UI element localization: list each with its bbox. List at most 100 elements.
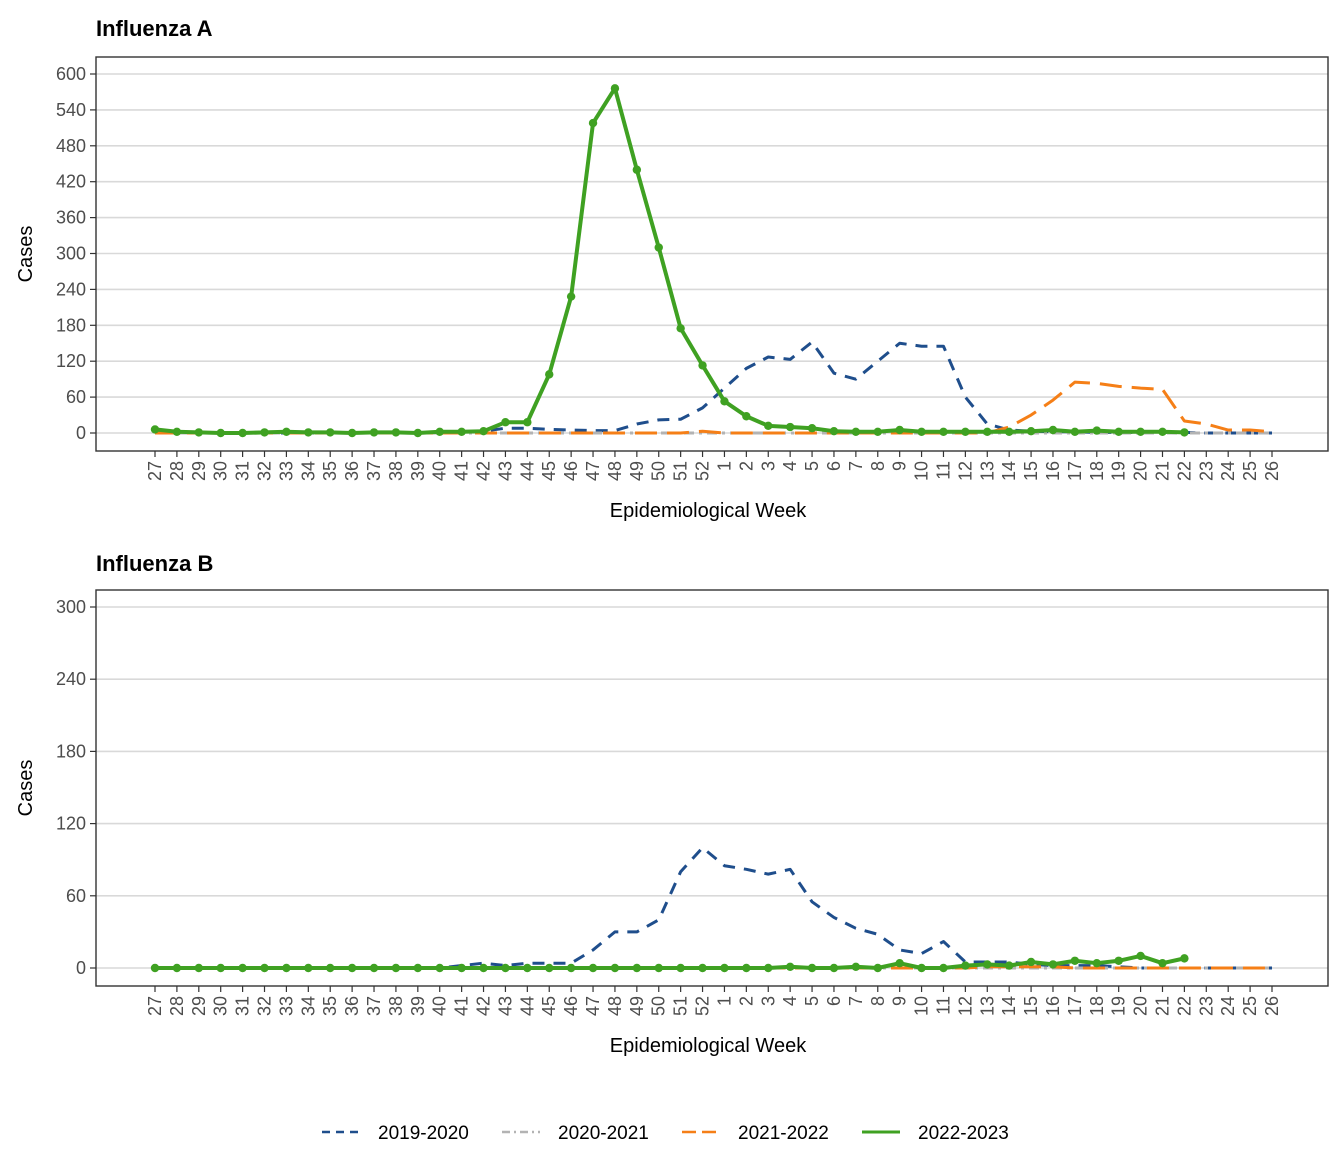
data-point	[632, 165, 642, 174]
y-tick-label: 240	[56, 279, 86, 299]
data-point	[566, 963, 576, 973]
data-point	[347, 963, 357, 973]
x-tick-label: 9	[890, 461, 910, 471]
data-point	[895, 958, 904, 968]
x-tick-label: 19	[1109, 996, 1129, 1016]
x-tick-label: 10	[912, 461, 932, 481]
x-tick-label: 14	[999, 996, 1019, 1016]
x-tick-label: 48	[605, 996, 625, 1016]
data-point	[457, 963, 466, 973]
y-axis-label: Cases	[15, 760, 37, 817]
y-tick-label: 300	[56, 244, 86, 264]
y-axis-label: Cases	[15, 226, 37, 283]
x-tick-label: 39	[408, 996, 428, 1016]
x-tick-label: 5	[802, 461, 822, 471]
legend-label: 2019-2020	[378, 1123, 469, 1144]
chart-title: Influenza A	[96, 16, 213, 41]
x-tick-label: 51	[671, 996, 691, 1016]
x-tick-label: 44	[517, 461, 537, 481]
legend-label: 2021-2022	[738, 1123, 829, 1144]
x-tick-label: 1	[714, 461, 734, 471]
x-tick-label: 32	[255, 461, 275, 481]
data-point	[457, 427, 466, 437]
x-tick-label: 13	[977, 996, 997, 1016]
data-point	[917, 427, 926, 437]
x-tick-label: 29	[189, 996, 209, 1016]
data-point	[917, 963, 926, 973]
data-point	[1114, 956, 1123, 965]
x-tick-label: 13	[977, 461, 997, 481]
x-tick-label: 3	[758, 461, 778, 471]
data-point	[1004, 961, 1014, 970]
data-point	[1136, 951, 1145, 961]
data-point	[807, 963, 817, 973]
x-tick-label: 27	[145, 996, 165, 1016]
series-line-2021-2022	[155, 380, 1273, 435]
data-point	[1158, 958, 1167, 968]
data-point	[304, 963, 313, 973]
x-tick-label: 52	[693, 996, 713, 1016]
data-point	[369, 963, 379, 973]
x-tick-label: 25	[1240, 996, 1260, 1016]
x-axis-label: Epidemiological Week	[610, 500, 807, 522]
x-tick-label: 42	[474, 996, 494, 1016]
y-tick-label: 180	[56, 741, 86, 761]
data-point	[654, 963, 663, 973]
data-point	[304, 428, 313, 437]
data-point	[654, 243, 663, 252]
data-point	[610, 963, 620, 973]
x-tick-label: 49	[627, 996, 647, 1016]
y-tick-label: 0	[76, 423, 86, 443]
x-tick-label: 19	[1109, 461, 1129, 481]
data-point	[260, 963, 269, 973]
x-axis-label: Epidemiological Week	[610, 1035, 807, 1057]
x-tick-label: 45	[539, 996, 559, 1016]
x-tick-label: 25	[1240, 461, 1260, 481]
x-tick-label: 16	[1043, 996, 1063, 1016]
data-point	[961, 961, 970, 970]
x-tick-label: 24	[1218, 461, 1238, 481]
data-point	[1136, 427, 1145, 437]
x-tick-label: 47	[583, 996, 603, 1016]
data-point	[216, 428, 225, 438]
x-tick-label: 34	[298, 461, 318, 481]
x-tick-label: 27	[145, 461, 165, 481]
x-tick-label: 1	[714, 996, 734, 1006]
x-tick-label: 22	[1174, 461, 1194, 481]
data-point	[523, 963, 532, 973]
x-tick-label: 23	[1196, 996, 1216, 1016]
data-point	[1114, 427, 1123, 437]
x-tick-label: 24	[1218, 996, 1238, 1016]
data-point	[610, 84, 620, 93]
data-point	[720, 963, 729, 973]
x-tick-label: 51	[671, 461, 691, 481]
x-tick-label: 22	[1174, 996, 1194, 1016]
data-point	[851, 962, 861, 971]
data-point	[807, 424, 817, 433]
y-tick-label: 600	[56, 64, 86, 84]
data-point	[1180, 954, 1189, 963]
x-tick-label: 17	[1065, 996, 1085, 1016]
x-tick-label: 18	[1087, 461, 1107, 481]
data-point	[172, 963, 182, 973]
data-point	[1070, 956, 1080, 965]
chart-title: Influenza B	[96, 551, 213, 576]
x-tick-label: 40	[430, 461, 450, 481]
data-point	[742, 963, 751, 973]
data-point	[260, 428, 269, 437]
data-point	[632, 963, 642, 973]
y-tick-label: 120	[56, 814, 86, 834]
x-tick-label: 12	[955, 996, 975, 1016]
x-tick-label: 26	[1262, 996, 1282, 1016]
data-point	[588, 963, 598, 973]
data-point	[1026, 957, 1036, 967]
x-tick-label: 41	[452, 996, 472, 1016]
data-point	[545, 370, 554, 379]
data-point	[1048, 425, 1058, 435]
x-tick-label: 20	[1131, 461, 1151, 481]
x-tick-label: 30	[211, 461, 231, 481]
data-point	[1092, 426, 1101, 435]
data-point	[545, 963, 554, 973]
x-tick-label: 43	[495, 461, 515, 481]
x-tick-label: 7	[846, 996, 866, 1006]
